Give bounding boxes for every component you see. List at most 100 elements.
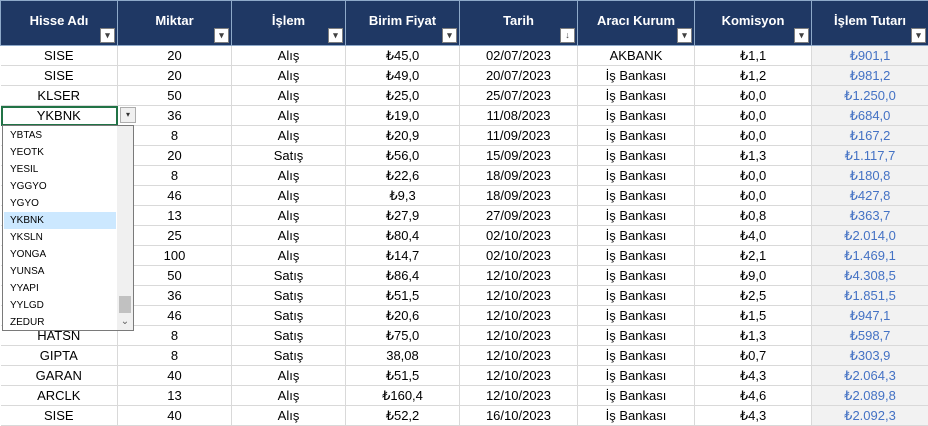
cell-islem-tutari[interactable]: ₺2.089,8 xyxy=(811,385,928,406)
cell-tarih[interactable]: 02/07/2023 xyxy=(459,45,578,66)
dropdown-option[interactable]: YUNSA xyxy=(10,266,45,277)
dropdown-option[interactable]: YGGYO xyxy=(10,181,47,192)
cell-islem[interactable]: Alış xyxy=(231,365,346,386)
column-header-islem-tutari[interactable]: İşlem Tutarı ▾ xyxy=(811,0,928,46)
cell-komisyon[interactable]: ₺0,0 xyxy=(694,85,812,106)
cell-dropdown-arrow-icon[interactable]: ▾ xyxy=(120,107,136,123)
cell-araci-kurum[interactable]: İş Bankası xyxy=(577,385,695,406)
cell-miktar[interactable]: 50 xyxy=(117,85,232,106)
cell-islem[interactable]: Alış xyxy=(231,45,346,66)
dropdown-option[interactable]: YYLGD xyxy=(10,300,44,311)
cell-araci-kurum[interactable]: İş Bankası xyxy=(577,265,695,286)
stock-dropdown-list[interactable]: YBTAS YEOTK YESIL YGGYO YGYO YKBNK YKSLN YONGA Y… xyxy=(2,125,134,331)
cell-birim-fiyat[interactable]: ₺80,4 xyxy=(345,225,460,246)
dropdown-option[interactable]: YBTAS xyxy=(10,130,43,141)
cell-araci-kurum[interactable]: İş Bankası xyxy=(577,285,695,306)
cell-islem-tutari[interactable]: ₺427,8 xyxy=(811,185,928,206)
cell-miktar[interactable]: 20 xyxy=(117,65,232,86)
cell-komisyon[interactable]: ₺1,3 xyxy=(694,325,812,346)
column-header-tarih[interactable]: Tarih ↓ xyxy=(459,0,578,46)
cell-tarih[interactable]: 12/10/2023 xyxy=(459,325,578,346)
cell-miktar[interactable]: 40 xyxy=(117,365,232,386)
cell-miktar[interactable]: 36 xyxy=(117,285,232,306)
cell-birim-fiyat[interactable]: ₺22,6 xyxy=(345,165,460,186)
cell-islem[interactable]: Alış xyxy=(231,65,346,86)
cell-islem-tutari[interactable]: ₺1.250,0 xyxy=(811,85,928,106)
cell-tarih[interactable]: 18/09/2023 xyxy=(459,165,578,186)
cell-miktar[interactable]: 25 xyxy=(117,225,232,246)
cell-birim-fiyat[interactable]: ₺52,2 xyxy=(345,405,460,426)
filter-dropdown-icon[interactable]: ▾ xyxy=(794,28,809,43)
cell-miktar[interactable]: 100 xyxy=(117,245,232,266)
cell-birim-fiyat[interactable]: ₺56,0 xyxy=(345,145,460,166)
cell-miktar[interactable]: 20 xyxy=(117,145,232,166)
cell-komisyon[interactable]: ₺0,0 xyxy=(694,185,812,206)
cell-araci-kurum[interactable]: İş Bankası xyxy=(577,65,695,86)
cell-araci-kurum[interactable]: İş Bankası xyxy=(577,245,695,266)
cell-hisse-adi[interactable]: GIPTA xyxy=(0,345,118,366)
cell-araci-kurum[interactable]: İş Bankası xyxy=(577,145,695,166)
cell-islem-tutari[interactable]: ₺2.092,3 xyxy=(811,405,928,426)
cell-islem-tutari[interactable]: ₺180,8 xyxy=(811,165,928,186)
cell-araci-kurum[interactable]: İş Bankası xyxy=(577,345,695,366)
cell-tarih[interactable]: 20/07/2023 xyxy=(459,65,578,86)
cell-hisse-adi[interactable]: SISE xyxy=(0,65,118,86)
filter-dropdown-icon[interactable]: ▾ xyxy=(442,28,457,43)
cell-miktar[interactable]: 8 xyxy=(117,325,232,346)
cell-islem[interactable]: Alış xyxy=(231,185,346,206)
cell-komisyon[interactable]: ₺0,0 xyxy=(694,105,812,126)
cell-miktar[interactable]: 13 xyxy=(117,205,232,226)
scrollbar-thumb[interactable] xyxy=(119,296,131,313)
cell-islem[interactable]: Alış xyxy=(231,405,346,426)
dropdown-option[interactable]: YKSLN xyxy=(10,232,43,243)
cell-tarih[interactable]: 12/10/2023 xyxy=(459,385,578,406)
cell-tarih[interactable]: 27/09/2023 xyxy=(459,205,578,226)
column-header-birim-fiyat[interactable]: Birim Fiyat ▾ xyxy=(345,0,460,46)
cell-birim-fiyat[interactable]: ₺20,6 xyxy=(345,305,460,326)
cell-komisyon[interactable]: ₺1,1 xyxy=(694,45,812,66)
cell-birim-fiyat[interactable]: ₺27,9 xyxy=(345,205,460,226)
column-header-hisse-adi[interactable]: Hisse Adı ▾ xyxy=(0,0,118,46)
cell-miktar[interactable]: 8 xyxy=(117,125,232,146)
dropdown-option[interactable]: ZEDUR xyxy=(10,317,45,328)
cell-komisyon[interactable]: ₺2,1 xyxy=(694,245,812,266)
cell-tarih[interactable]: 12/10/2023 xyxy=(459,265,578,286)
column-header-araci-kurum[interactable]: Aracı Kurum ▾ xyxy=(577,0,695,46)
cell-komisyon[interactable]: ₺0,8 xyxy=(694,205,812,226)
scroll-down-icon[interactable]: ⌄ xyxy=(120,316,130,327)
cell-komisyon[interactable]: ₺0,0 xyxy=(694,125,812,146)
cell-araci-kurum[interactable]: İş Bankası xyxy=(577,405,695,426)
cell-birim-fiyat[interactable]: ₺160,4 xyxy=(345,385,460,406)
cell-komisyon[interactable]: ₺4,0 xyxy=(694,225,812,246)
cell-birim-fiyat[interactable]: ₺45,0 xyxy=(345,45,460,66)
cell-hisse-adi[interactable]: KLSER xyxy=(0,85,118,106)
column-header-islem[interactable]: İşlem ▾ xyxy=(231,0,346,46)
cell-miktar[interactable]: 36 xyxy=(117,105,232,126)
cell-tarih[interactable]: 02/10/2023 xyxy=(459,225,578,246)
cell-hisse-adi[interactable]: YKBNK ▾ xyxy=(0,105,136,126)
dropdown-option[interactable]: YYAPI xyxy=(10,283,39,294)
filter-dropdown-icon[interactable]: ▾ xyxy=(677,28,692,43)
cell-islem-tutari[interactable]: ₺901,1 xyxy=(811,45,928,66)
dropdown-option[interactable]: YEOTK xyxy=(10,147,44,158)
cell-islem-tutari[interactable]: ₺2.064,3 xyxy=(811,365,928,386)
cell-araci-kurum[interactable]: AKBANK xyxy=(577,45,695,66)
cell-komisyon[interactable]: ₺4,6 xyxy=(694,385,812,406)
cell-araci-kurum[interactable]: İş Bankası xyxy=(577,205,695,226)
cell-komisyon[interactable]: ₺1,2 xyxy=(694,65,812,86)
dropdown-option[interactable]: YGYO xyxy=(10,198,39,209)
cell-islem-tutari[interactable]: ₺167,2 xyxy=(811,125,928,146)
cell-miktar[interactable]: 8 xyxy=(117,165,232,186)
cell-komisyon[interactable]: ₺1,5 xyxy=(694,305,812,326)
column-header-miktar[interactable]: Miktar ▾ xyxy=(117,0,232,46)
cell-miktar[interactable]: 46 xyxy=(117,185,232,206)
filter-dropdown-icon[interactable]: ▾ xyxy=(100,28,115,43)
cell-araci-kurum[interactable]: İş Bankası xyxy=(577,305,695,326)
cell-islem[interactable]: Alış xyxy=(231,85,346,106)
cell-miktar[interactable]: 20 xyxy=(117,45,232,66)
cell-islem[interactable]: Satış xyxy=(231,265,346,286)
cell-islem[interactable]: Alış xyxy=(231,205,346,226)
cell-islem-tutari[interactable]: ₺2.014,0 xyxy=(811,225,928,246)
cell-araci-kurum[interactable]: İş Bankası xyxy=(577,365,695,386)
cell-islem[interactable]: Alış xyxy=(231,245,346,266)
